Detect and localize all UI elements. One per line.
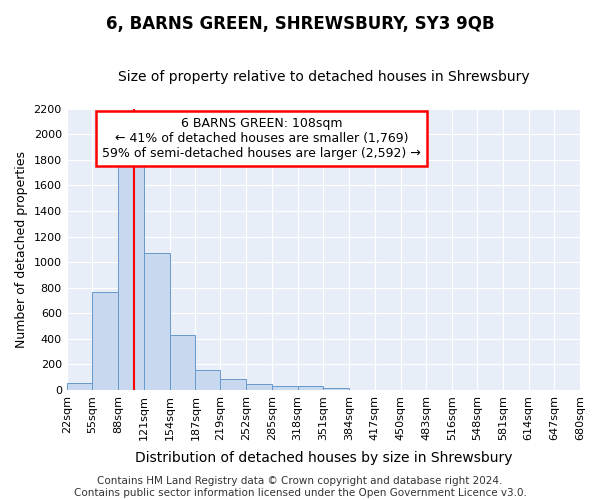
Bar — [246, 384, 272, 390]
Y-axis label: Number of detached properties: Number of detached properties — [15, 151, 28, 348]
Bar — [298, 386, 323, 390]
Bar — [220, 379, 246, 390]
Text: Contains HM Land Registry data © Crown copyright and database right 2024.
Contai: Contains HM Land Registry data © Crown c… — [74, 476, 526, 498]
Bar — [144, 253, 170, 390]
Text: 6 BARNS GREEN: 108sqm
← 41% of detached houses are smaller (1,769)
59% of semi-d: 6 BARNS GREEN: 108sqm ← 41% of detached … — [103, 117, 421, 160]
Bar — [92, 292, 118, 390]
Text: 6, BARNS GREEN, SHREWSBURY, SY3 9QB: 6, BARNS GREEN, SHREWSBURY, SY3 9QB — [106, 15, 494, 33]
Bar — [118, 166, 144, 390]
Bar — [272, 386, 298, 390]
Bar — [67, 383, 92, 390]
Bar — [170, 335, 196, 390]
Title: Size of property relative to detached houses in Shrewsbury: Size of property relative to detached ho… — [118, 70, 529, 84]
X-axis label: Distribution of detached houses by size in Shrewsbury: Distribution of detached houses by size … — [134, 451, 512, 465]
Bar — [323, 388, 349, 390]
Bar — [196, 370, 220, 390]
